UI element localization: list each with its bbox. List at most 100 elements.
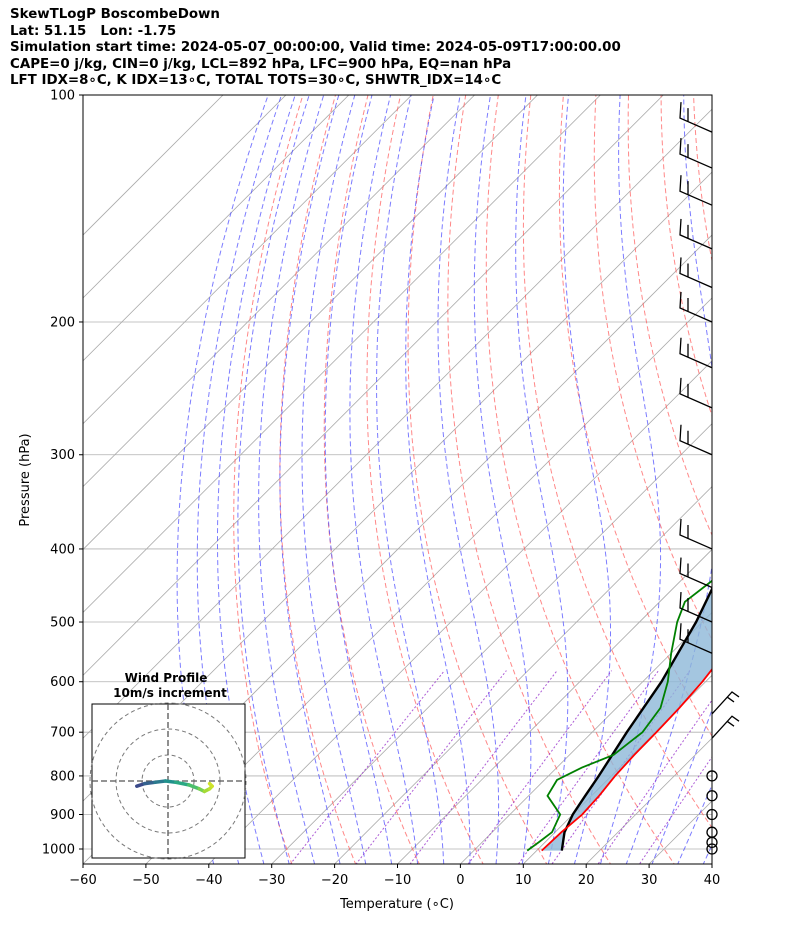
y-tick-label: 600 (50, 675, 75, 690)
moist-adiabat (651, 708, 712, 864)
dry-adiabat (366, 95, 484, 864)
wind-barb (679, 175, 713, 206)
wind-barb (679, 337, 713, 369)
dry-adiabat (279, 95, 357, 864)
y-tick-label: 800 (50, 769, 75, 784)
x-tick-label: −40 (195, 873, 222, 888)
wind-barb (679, 218, 713, 250)
y-tick-label: 500 (50, 616, 75, 631)
isotherm-line (145, 297, 712, 864)
x-tick-label: 40 (704, 873, 721, 888)
profile-lines (526, 579, 712, 852)
dry-adiabat (447, 95, 612, 864)
isotherm-line (83, 95, 350, 362)
isotherm-line (208, 360, 712, 864)
dry-adiabat (407, 95, 548, 864)
x-axis-label: Temperature (∘C) (339, 897, 454, 912)
hodograph-segment (187, 783, 201, 791)
wind-barbs (679, 102, 740, 855)
mixing-ratio-line (289, 670, 445, 864)
mixing-ratio-line (517, 670, 659, 864)
isotherm-line (271, 423, 712, 864)
title-station: SkewTLogP BoscombeDown (10, 7, 220, 22)
hodograph-inset: Wind Profile 10m/s increment (89, 671, 247, 860)
y-tick-label: 900 (50, 808, 75, 823)
moist-adiabat (515, 95, 569, 864)
parcel-path-line (560, 586, 712, 851)
y-tick-label: 700 (50, 726, 75, 741)
y-tick-label: 400 (50, 542, 75, 557)
title-indices-2: LFT IDX=8∘C, K IDX=13∘C, TOTAL TOTS=30∘C… (10, 73, 502, 88)
moist-adiabat (562, 95, 611, 864)
wind-barb (679, 557, 713, 589)
wind-barb (679, 623, 713, 654)
isotherm-line (83, 108, 712, 739)
dry-adiabat (660, 95, 712, 418)
moist-adiabat (176, 95, 269, 864)
wind-barb-calm (706, 808, 718, 821)
mixing-ratio-line (355, 670, 507, 864)
wind-barb (679, 102, 713, 133)
wind-barb-calm (706, 826, 718, 838)
y-tick-label: 200 (50, 315, 75, 330)
wind-barb (711, 715, 740, 739)
moist-adiabat (237, 95, 310, 864)
isotherm-line (522, 674, 712, 864)
y-axis: 100 200 300 400 500 600 700 800 900 1000 (42, 89, 83, 858)
isotherm-line (83, 95, 287, 299)
hodograph-title: Wind Profile (125, 671, 208, 685)
dry-adiabat (627, 95, 712, 537)
y-tick-label: 1000 (42, 843, 75, 858)
isotherm-line (83, 95, 224, 236)
dry-adiabat (757, 78, 794, 880)
wind-barb-calm (706, 843, 718, 855)
x-tick-label: 20 (578, 873, 595, 888)
hodograph-segment (174, 780, 191, 787)
dry-adiabat (323, 95, 420, 864)
x-tick-label: 10 (515, 873, 532, 888)
x-axis: −60 −50 −40 −30 −20 −10 0 10 20 30 40 (69, 864, 720, 888)
x-tick-label: −30 (258, 873, 285, 888)
moist-adiabat (349, 95, 419, 864)
title-latlon: Lat: 51.15 Lon: -1.75 (10, 23, 177, 39)
moist-adiabat (324, 95, 393, 864)
hodograph-segment (207, 781, 214, 788)
isotherm-line (459, 611, 712, 864)
moist-adiabat (196, 95, 283, 864)
dry-adiabat (593, 95, 712, 641)
moist-adiabat (301, 95, 367, 864)
isotherm-line (83, 95, 476, 488)
dry-adiabat (233, 95, 304, 864)
isotherm-grid (83, 78, 794, 880)
x-tick-label: 30 (641, 873, 658, 888)
mixing-ratio-line (467, 670, 612, 864)
moist-adiabat (437, 95, 500, 864)
title-indices-1: CAPE=0 j/kg, CIN=0 j/kg, LCL=892 hPa, LF… (10, 56, 512, 72)
moist-adiabats (176, 95, 712, 864)
title-times: Simulation start time: 2024-05-07_00:00:… (10, 40, 621, 55)
wind-barb (679, 591, 713, 623)
temperature-line (541, 667, 712, 852)
dry-adiabat (789, 78, 794, 880)
y-tick-label: 100 (50, 89, 75, 104)
mixing-ratio-line (638, 756, 712, 864)
wind-barb-calm (706, 790, 718, 802)
moist-adiabat (599, 95, 662, 864)
moist-adiabat (279, 95, 341, 864)
isotherm-line (83, 95, 664, 676)
dry-adiabat (522, 95, 712, 829)
x-tick-label: −20 (321, 873, 348, 888)
y-axis-label: Pressure (hPa) (18, 433, 33, 526)
x-tick-label: −50 (132, 873, 159, 888)
mixing-ratio-line (597, 699, 712, 864)
dry-adiabat (693, 95, 712, 264)
x-tick-label: −10 (384, 873, 411, 888)
dewpoint-line (526, 579, 712, 852)
isotherm-line (83, 95, 413, 425)
moist-adiabat (376, 95, 445, 864)
hodograph-ring (89, 702, 247, 860)
wind-barb (679, 138, 713, 169)
isotherm-line (759, 78, 794, 880)
isotherm-line (83, 95, 601, 613)
